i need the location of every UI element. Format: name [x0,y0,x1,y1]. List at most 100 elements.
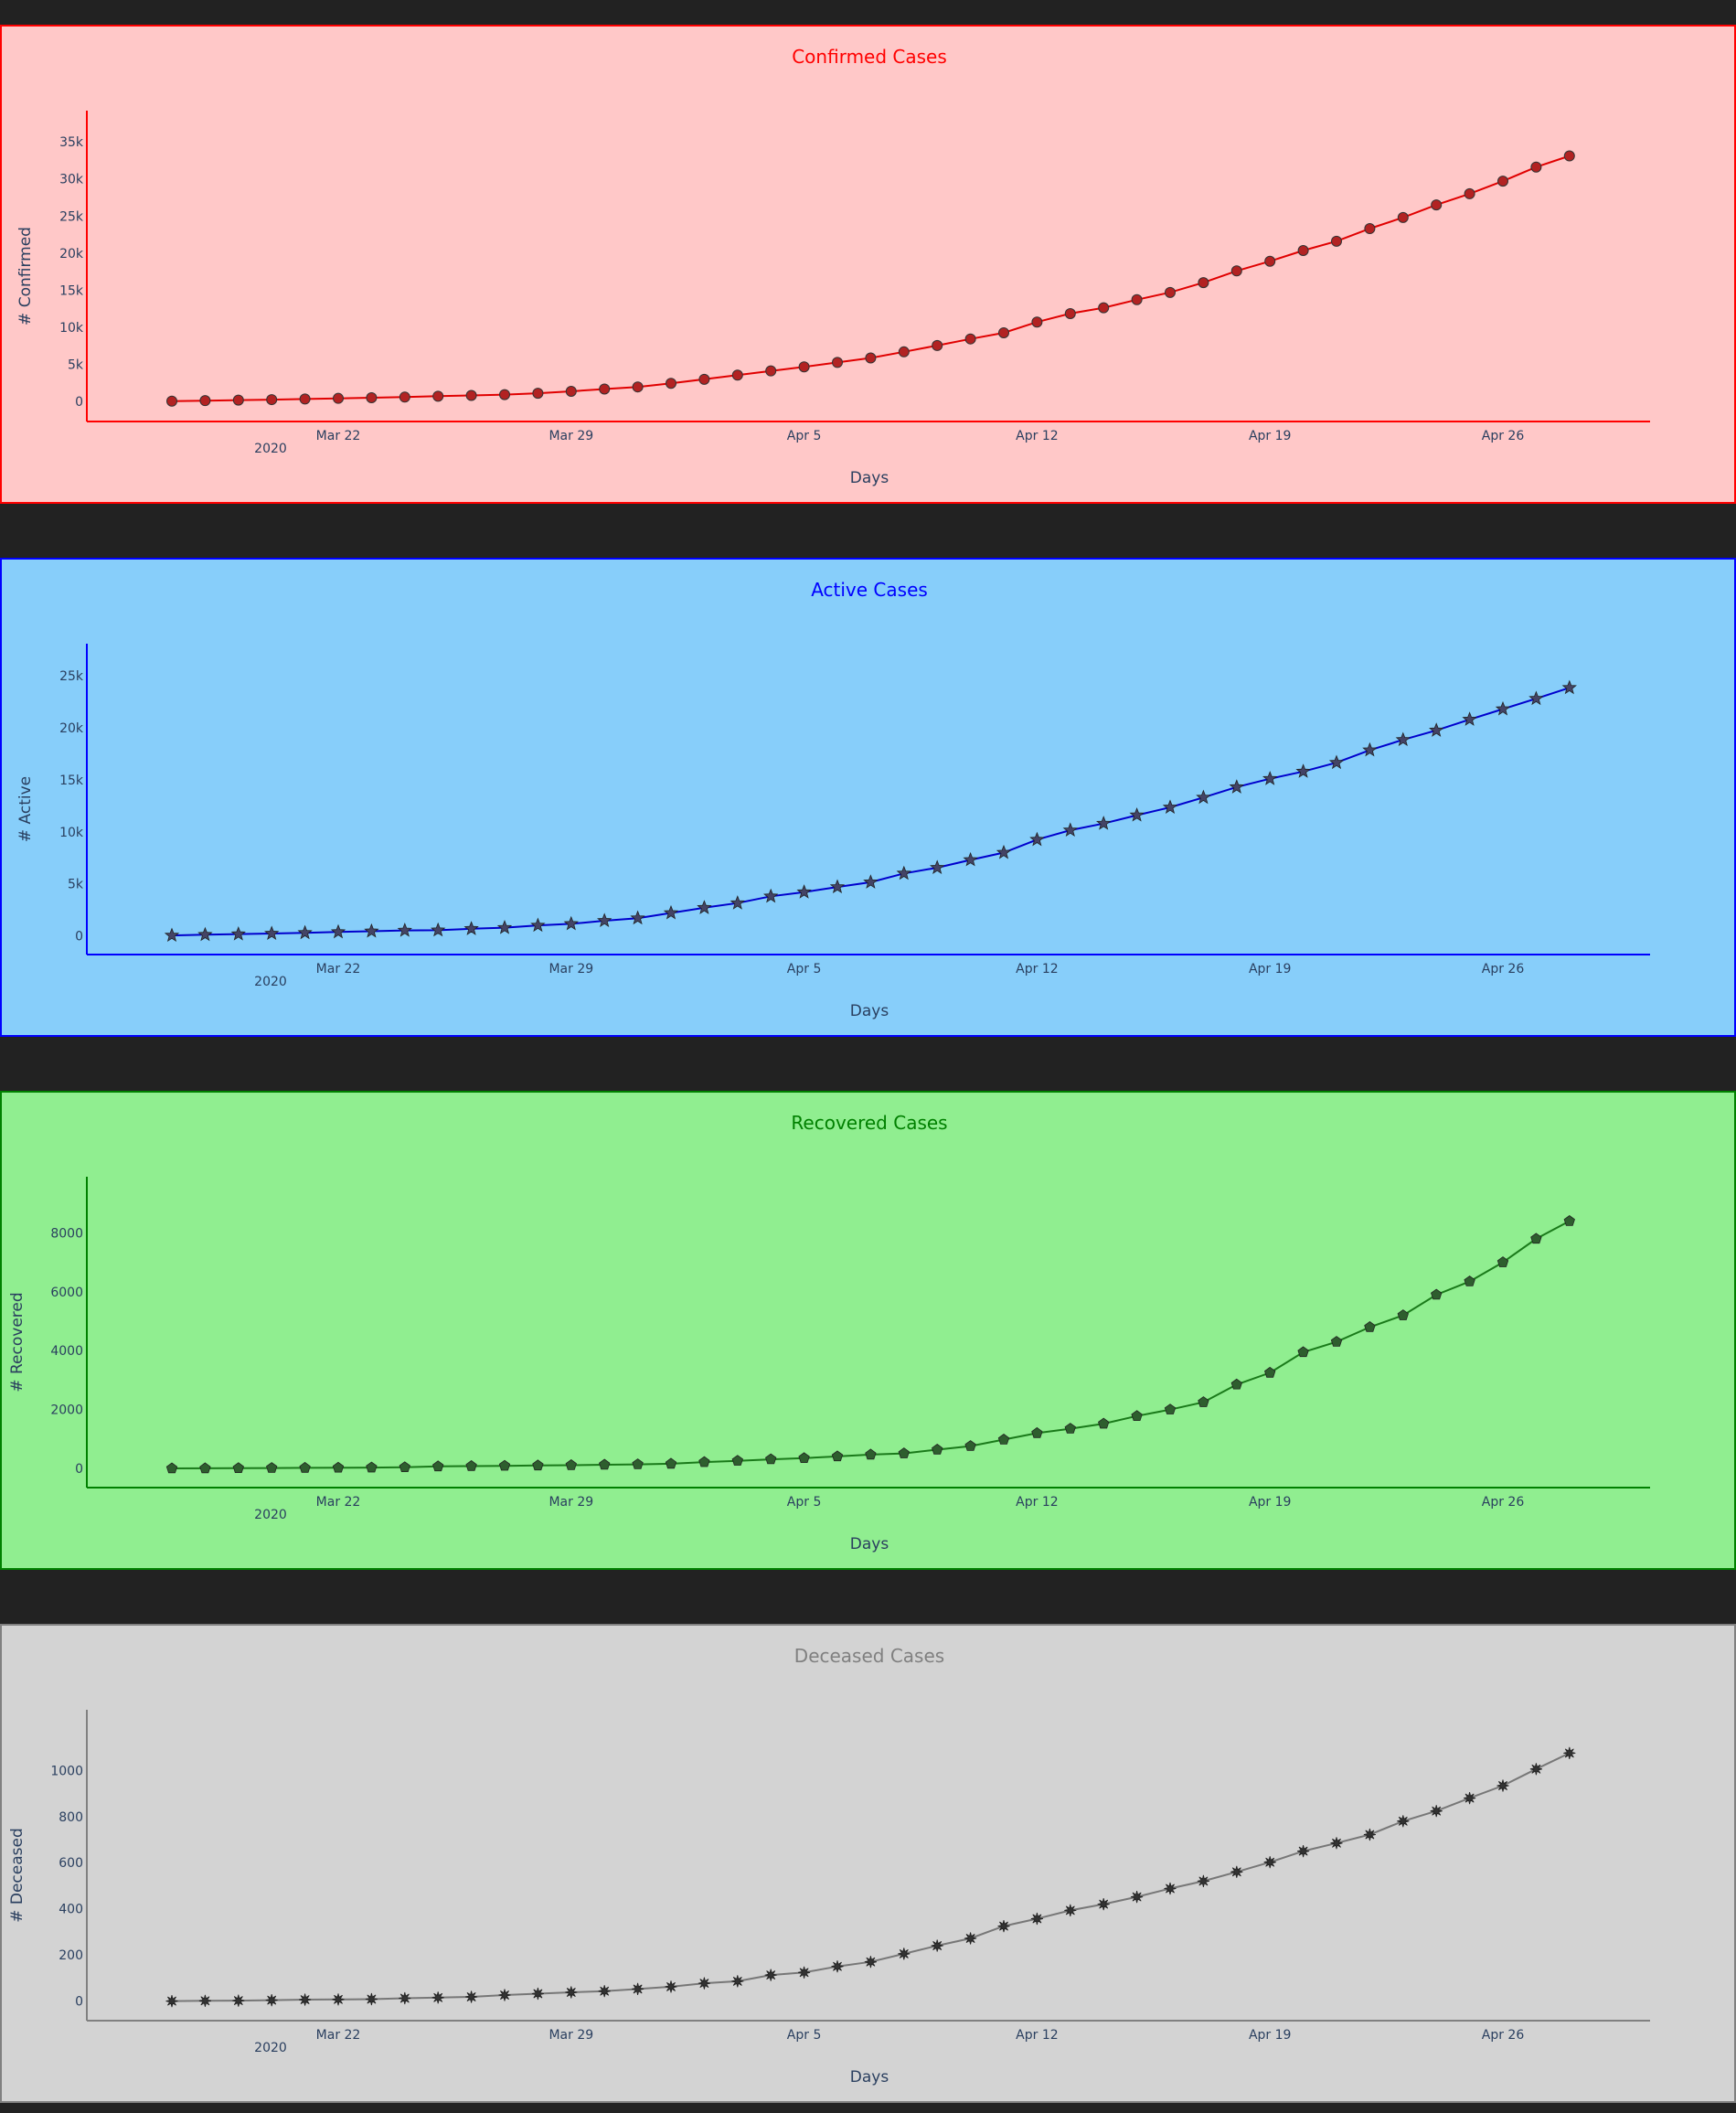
active-data-point [829,879,846,893]
confirmed-data-point [1331,235,1342,247]
active-data-point [1262,771,1278,785]
recovered-y-tick-label: 0 [75,1462,83,1477]
confirmed-chart-svg: Confirmed Cases Days # Confirmed 2020 0 5… [16,46,1650,487]
active-data-point [530,917,546,933]
recovered-y-tick-label: 6000 [50,1286,83,1300]
confirmed-y-axis-label: # Confirmed [16,227,35,325]
confirmed-data-point [399,391,410,403]
recovered-cases-chart: Recovered Cases Days # Recovered 2020 0 2… [0,1091,1736,1570]
recovered-x-tick-label: Mar 29 [548,1495,593,1510]
recovered-data-point [1264,1366,1276,1378]
active-series-line [171,687,1571,937]
recovered-data-point [366,1461,378,1473]
deceased-data-point [1464,1792,1476,1805]
deceased-data-point [1330,1837,1343,1850]
deceased-x-tick-label: Apr 19 [1249,2028,1291,2043]
recovered-data-point [199,1462,211,1474]
active-data-point [863,874,879,889]
active-data-point [1362,742,1378,757]
recovered-data-point [1230,1378,1242,1390]
confirmed-data-point [299,393,311,405]
deceased-data-point [1131,1891,1144,1904]
confirmed-cases-chart: Confirmed Cases Days # Confirmed 2020 0 5… [0,25,1736,504]
active-data-point [230,925,246,941]
deceased-data-point [198,1994,211,2007]
deceased-data-point [1529,1763,1542,1776]
active-data-point [996,844,1012,859]
deceased-y-tick-label: 800 [59,1810,83,1825]
deceased-data-point [431,1991,444,2004]
deceased-y-tick-label: 400 [59,1903,83,1917]
confirmed-data-point [266,394,278,406]
recovered-data-point [798,1452,810,1463]
deceased-cases-chart: Deceased Cases Days # Deceased 2020 0 200… [0,1624,1736,2103]
confirmed-data-point [698,373,710,385]
active-x-year-label: 2020 [254,975,287,989]
confirmed-data-point [232,394,244,406]
deceased-data-point [864,1956,877,1969]
active-data-point [1229,779,1244,794]
deceased-data-point [498,1989,511,2001]
recovered-data-point [332,1461,345,1473]
confirmed-series-line [171,155,1571,402]
recovered-data-point [665,1457,677,1469]
active-data-point [1162,799,1178,815]
confirmed-data-point [1098,302,1110,314]
deceased-data-point [898,1948,911,1960]
confirmed-x-tick-label: Mar 29 [548,429,593,443]
active-data-point [1395,731,1411,746]
active-data-point [763,888,779,903]
active-x-tick-label: Apr 5 [787,962,822,976]
deceased-data-point [565,1986,578,1999]
recovered-data-point [1164,1403,1177,1414]
recovered-data-point [1098,1417,1110,1429]
recovered-data-point [1530,1233,1542,1244]
active-data-point [463,921,479,935]
deceased-data-point [698,1977,710,1990]
deceased-data-point [1563,1746,1576,1759]
active-data-point [930,859,945,875]
deceased-x-tick-label: Apr 12 [1016,2028,1058,2043]
deceased-x-tick-label: Apr 5 [787,2028,822,2043]
confirmed-data-point [1198,277,1209,289]
recovered-data-point [165,1462,178,1474]
active-data-point [896,865,911,880]
active-data-point [297,924,313,940]
active-y-axis-label: # Active [16,776,35,842]
active-data-point [164,927,180,942]
active-x-axis-label: Days [850,1002,889,1020]
confirmed-x-axis-label: Days [850,469,889,487]
recovered-y-tick-label: 2000 [50,1403,83,1418]
active-data-point [1295,763,1311,778]
confirmed-data-point [166,395,177,407]
confirmed-data-point [1563,150,1575,162]
recovered-y-tick-label: 4000 [50,1344,83,1359]
recovered-data-point [1198,1396,1209,1407]
confirmed-y-tick-label: 35k [59,135,84,150]
deceased-data-point [365,1992,378,2006]
confirmed-data-point [798,361,810,373]
active-data-point [963,851,978,867]
recovered-data-point [1297,1346,1309,1358]
deceased-data-point [531,1987,544,2001]
confirmed-data-point [1165,286,1176,298]
confirmed-x-tick-label: Mar 22 [316,429,361,443]
deceased-data-point [997,1920,1010,1933]
active-data-point [1096,816,1112,830]
active-data-point [1062,822,1078,838]
confirmed-data-point [532,388,544,400]
confirmed-x-tick-label: Apr 19 [1249,429,1291,443]
confirmed-data-point [1297,244,1309,256]
active-x-tick-label: Mar 22 [316,962,361,976]
deceased-y-axis-label: # Deceased [8,1828,27,1923]
recovered-data-point [765,1453,777,1465]
recovered-data-point [1330,1336,1343,1347]
active-x-tick-label: Apr 26 [1482,962,1525,976]
deceased-y-tick-label: 600 [59,1856,83,1871]
recovered-x-tick-label: Mar 22 [316,1495,361,1510]
confirmed-data-point [998,326,1009,338]
recovered-x-tick-label: Apr 12 [1016,1495,1058,1510]
deceased-data-point [665,1980,677,1993]
active-data-point [1029,831,1045,847]
recovered-data-point [1031,1426,1043,1438]
